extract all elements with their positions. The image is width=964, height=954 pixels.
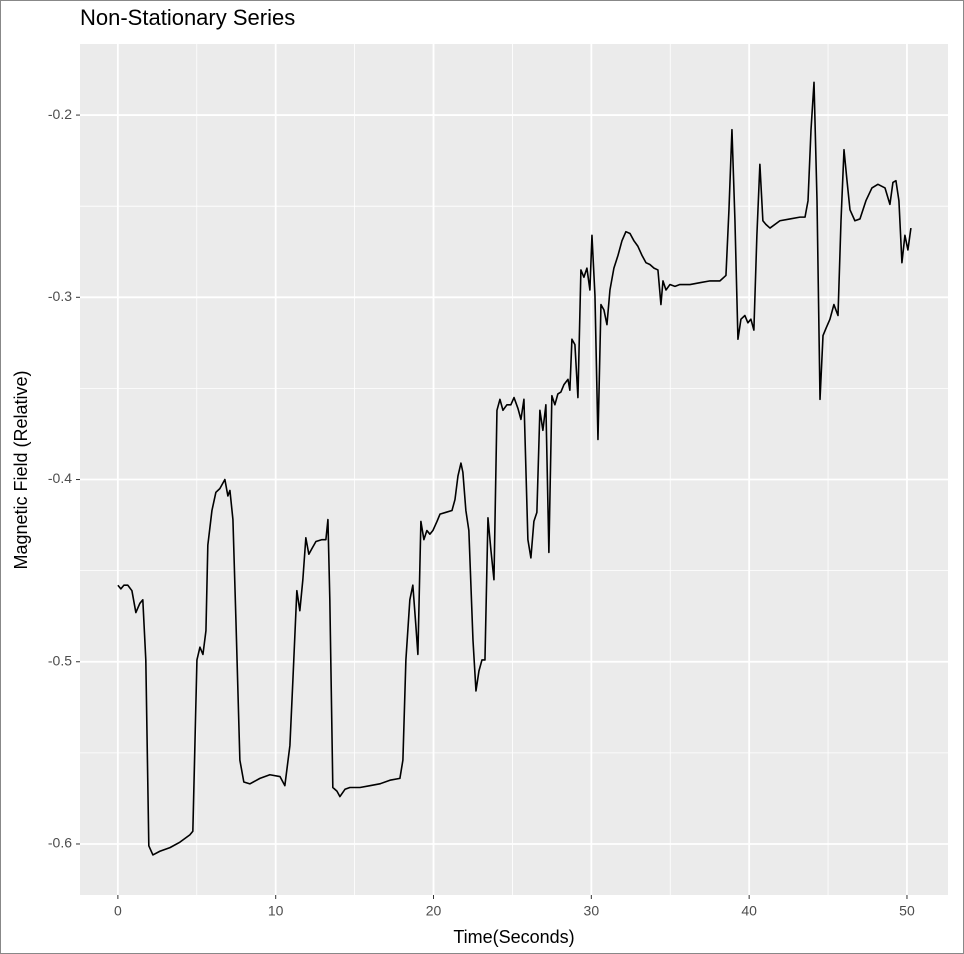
data-line	[117, 81, 912, 856]
x-tick-label: 10	[268, 903, 284, 919]
x-axis-title: Time(Seconds)	[453, 927, 574, 947]
y-tick-label: -0.6	[48, 835, 72, 851]
y-tick-label: -0.3	[48, 288, 72, 304]
x-tick-label: 40	[741, 903, 757, 919]
y-axis-title: Magnetic Field (Relative)	[11, 370, 31, 569]
chart-title: Non-Stationary Series	[80, 5, 295, 30]
plot-panel	[80, 44, 948, 895]
x-tick-label: 20	[426, 903, 442, 919]
y-tick-label: -0.2	[48, 106, 72, 122]
x-tick-label: 0	[114, 903, 122, 919]
x-tick-label: 50	[899, 903, 915, 919]
y-tick-label: -0.4	[48, 470, 72, 486]
y-tick-label: -0.5	[48, 652, 72, 668]
x-tick-label: 30	[584, 903, 600, 919]
